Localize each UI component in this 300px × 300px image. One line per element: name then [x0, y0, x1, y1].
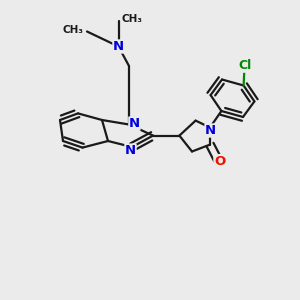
Text: N: N [113, 40, 124, 53]
Text: Cl: Cl [238, 59, 252, 72]
Text: N: N [205, 124, 216, 137]
Text: O: O [214, 154, 225, 168]
Text: N: N [129, 117, 140, 130]
Text: N: N [125, 144, 136, 157]
Text: CH₃: CH₃ [63, 25, 84, 35]
Text: CH₃: CH₃ [122, 14, 142, 25]
